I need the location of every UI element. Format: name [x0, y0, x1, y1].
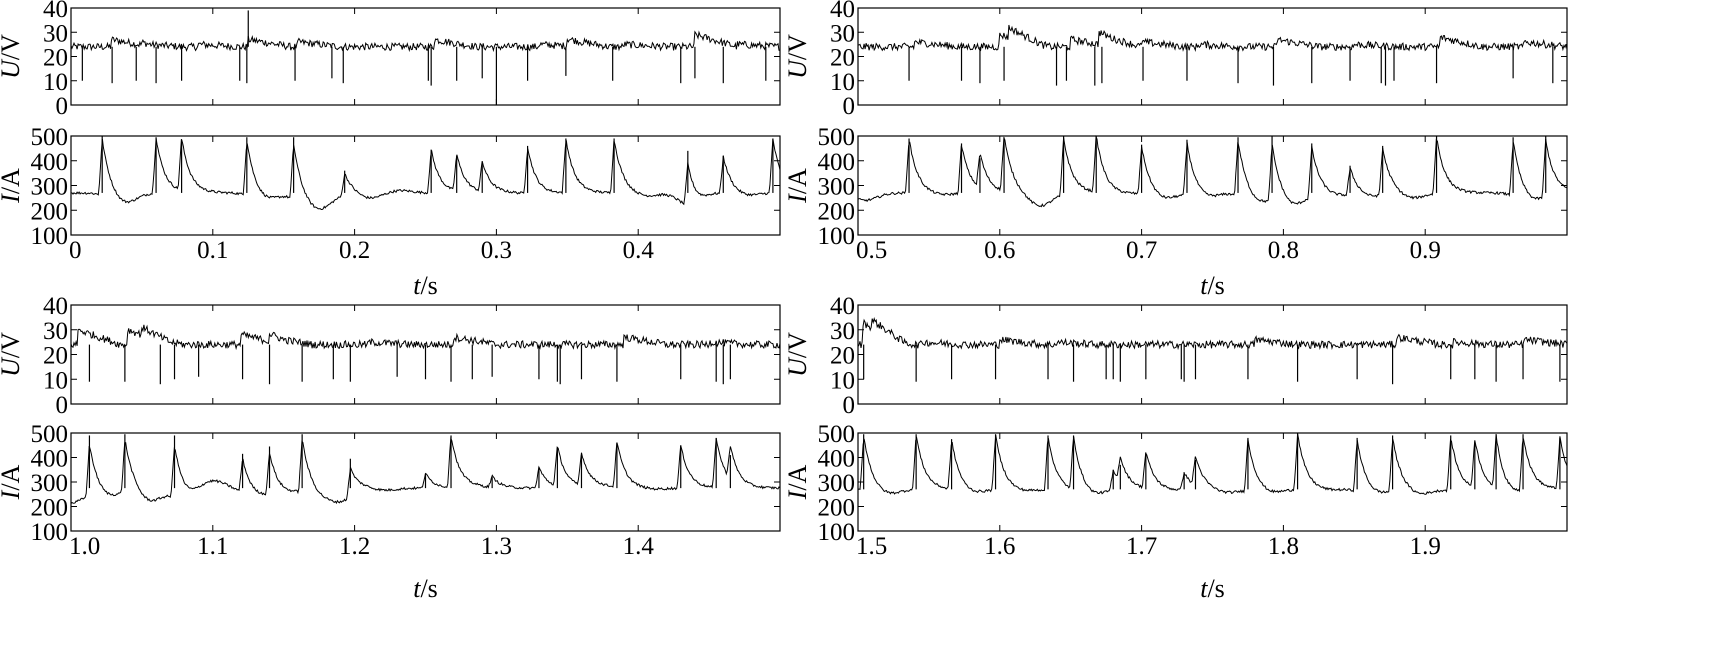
voltage-y-tick-label: 20: [830, 45, 855, 72]
voltage-trace-line: [857, 317, 1568, 351]
current-y-tick-label: 400: [818, 446, 856, 473]
voltage-trace-line: [70, 324, 781, 351]
voltage-y-tick-label: 10: [830, 69, 855, 96]
voltage-y-axis-label: U/V: [0, 332, 25, 377]
x-tick-label: 0.3: [481, 237, 512, 264]
voltage-y-tick-label: 0: [56, 392, 69, 419]
voltage-y-axis-label: U/V: [0, 34, 25, 79]
voltage-y-tick-label: 10: [43, 69, 68, 96]
voltage-y-tick-label: 10: [43, 367, 68, 394]
voltage-y-tick-label: 40: [43, 293, 68, 320]
x-tick-label: 1.3: [481, 533, 512, 560]
voltage-trace-line: [70, 30, 781, 53]
current-y-tick-label: 400: [31, 149, 69, 176]
voltage-y-tick-label: 20: [43, 45, 68, 72]
x-tick-label: 0.4: [623, 237, 655, 264]
voltage-y-tick-label: 30: [43, 20, 68, 47]
current-y-axis-label: I/A: [783, 168, 812, 204]
current-y-tick-label: 300: [818, 174, 856, 201]
x-tick-label: 0.8: [1268, 237, 1299, 264]
current-y-tick-label: 200: [31, 495, 69, 522]
current-y-tick-label: 400: [818, 149, 856, 176]
voltage-axes-frame: [70, 7, 781, 106]
x-tick-label: 1.7: [1126, 533, 1157, 560]
x-tick-label: 1.9: [1410, 533, 1441, 560]
voltage-y-tick-label: 40: [830, 293, 855, 320]
voltage-y-tick-label: 30: [830, 318, 855, 345]
current-y-tick-label: 200: [818, 495, 856, 522]
x-tick-label: 0: [69, 237, 82, 264]
x-tick-label: 0.9: [1410, 237, 1441, 264]
current-y-tick-label: 200: [818, 198, 856, 225]
x-tick-label: 1.0: [69, 533, 100, 560]
panel-bottom-left: 010203040U/V100200300400500I/A1.01.11.21…: [0, 293, 781, 603]
voltage-y-axis-label: U/V: [783, 34, 812, 79]
current-y-axis-label: I/A: [0, 464, 25, 500]
voltage-trace-line: [857, 24, 1568, 53]
x-tick-label: 1.5: [856, 533, 887, 560]
current-y-tick-label: 500: [31, 421, 69, 448]
x-axis-label: t/s: [1200, 574, 1225, 603]
current-axes-frame: [857, 135, 1568, 236]
current-y-tick-label: 300: [31, 470, 69, 497]
x-tick-label: 1.2: [339, 533, 370, 560]
current-y-axis-label: I/A: [0, 168, 25, 204]
voltage-y-tick-label: 40: [830, 0, 855, 23]
x-axis-label: t/s: [413, 271, 438, 300]
voltage-axes-frame: [857, 7, 1568, 106]
current-y-tick-label: 100: [31, 519, 69, 546]
current-axes-frame: [70, 135, 781, 236]
x-axis-label: t/s: [413, 574, 438, 603]
current-y-tick-label: 400: [31, 446, 69, 473]
voltage-y-tick-label: 10: [830, 367, 855, 394]
voltage-y-tick-label: 0: [843, 392, 856, 419]
voltage-y-axis-label: U/V: [783, 332, 812, 377]
current-y-tick-label: 100: [31, 223, 69, 250]
current-y-tick-label: 300: [31, 174, 69, 201]
x-tick-label: 0.7: [1126, 237, 1157, 264]
current-y-tick-label: 500: [818, 124, 856, 151]
current-y-tick-label: 200: [31, 198, 69, 225]
current-trace-line: [70, 138, 781, 210]
x-tick-label: 0.2: [339, 237, 370, 264]
voltage-y-tick-label: 30: [43, 318, 68, 345]
current-trace-line: [857, 433, 1568, 495]
voltage-y-tick-label: 20: [830, 343, 855, 370]
current-y-tick-label: 100: [818, 519, 856, 546]
current-y-tick-label: 500: [818, 421, 856, 448]
voltage-y-tick-label: 20: [43, 343, 68, 370]
voltage-y-tick-label: 40: [43, 0, 68, 23]
x-tick-label: 0.1: [197, 237, 228, 264]
current-trace-line: [70, 436, 781, 505]
x-axis-label: t/s: [1200, 271, 1225, 300]
panel-top-left: 010203040U/V100200300400500I/A00.10.20.3…: [0, 0, 781, 300]
x-tick-label: 1.8: [1268, 533, 1299, 560]
current-trace-line: [857, 135, 1568, 208]
current-y-tick-label: 100: [818, 223, 856, 250]
current-y-tick-label: 300: [818, 470, 856, 497]
current-y-axis-label: I/A: [783, 464, 812, 500]
voltage-y-tick-label: 30: [830, 20, 855, 47]
voltage-y-tick-label: 0: [843, 93, 856, 120]
x-tick-label: 0.5: [856, 237, 887, 264]
x-tick-label: 1.6: [984, 533, 1015, 560]
x-tick-label: 1.1: [197, 533, 228, 560]
current-y-tick-label: 500: [31, 124, 69, 151]
x-tick-label: 1.4: [623, 533, 655, 560]
voltage-y-tick-label: 0: [56, 93, 69, 120]
voltage-axes-frame: [857, 304, 1568, 405]
x-tick-label: 0.6: [984, 237, 1015, 264]
